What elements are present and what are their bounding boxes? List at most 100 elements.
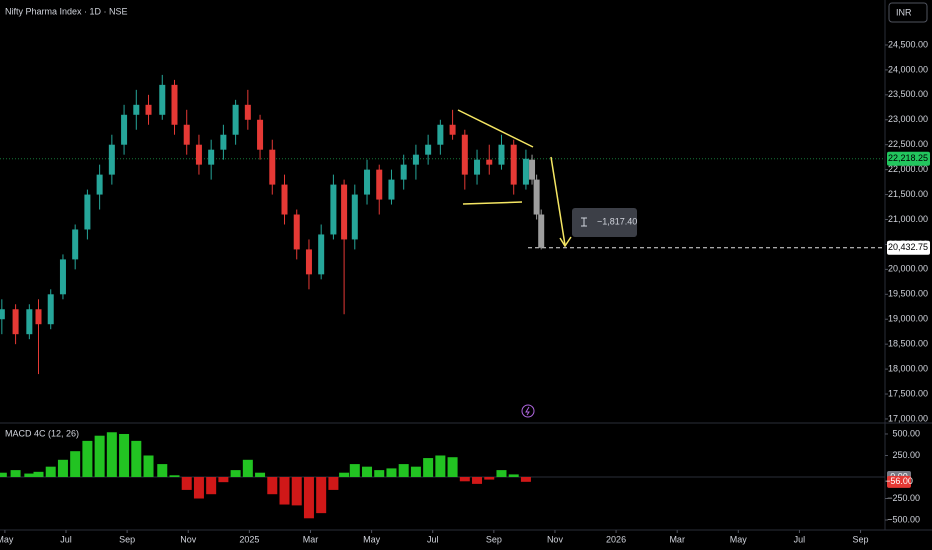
candle-body bbox=[96, 174, 103, 195]
macd-bar bbox=[472, 477, 483, 484]
candle-body bbox=[244, 104, 251, 120]
candle-body bbox=[26, 309, 33, 335]
macd-bar bbox=[70, 451, 81, 477]
candle-body bbox=[364, 169, 371, 195]
candle-body bbox=[341, 184, 348, 240]
target-label-box bbox=[887, 240, 930, 255]
candle-body bbox=[538, 214, 545, 248]
macd-bar bbox=[386, 468, 397, 477]
candle-body bbox=[121, 114, 128, 145]
measure-icon bbox=[581, 217, 587, 227]
y-tick-label: 21,500.00 bbox=[888, 189, 928, 199]
macd-marker-box bbox=[887, 475, 911, 488]
candle-body bbox=[486, 159, 493, 165]
event-icon[interactable] bbox=[521, 404, 535, 418]
macd-bar bbox=[362, 466, 373, 477]
macd-marker-label: −56.00 bbox=[885, 476, 913, 486]
macd-bar bbox=[339, 472, 350, 477]
candle-body bbox=[425, 144, 432, 155]
x-tick-label: Sep bbox=[119, 534, 135, 544]
arrow-line bbox=[550, 156, 566, 246]
trend-line bbox=[457, 109, 534, 148]
y-tick-label: 22,000.00 bbox=[888, 164, 928, 174]
macd-bar bbox=[57, 459, 68, 477]
macd-y-tick-label: 250.00 bbox=[892, 450, 920, 460]
macd-y-tick-label: −250.00 bbox=[887, 493, 920, 503]
event-icon-bolt bbox=[525, 406, 530, 416]
macd-bar bbox=[459, 477, 470, 482]
macd-bar bbox=[484, 477, 495, 480]
macd-bar bbox=[398, 464, 409, 477]
candle-body bbox=[108, 144, 115, 175]
candle-body bbox=[195, 144, 202, 165]
macd-title: MACD 4C (12, 26) bbox=[5, 428, 79, 438]
candle-body bbox=[412, 154, 419, 165]
x-tick-label: Sep bbox=[486, 534, 502, 544]
candle-body bbox=[529, 159, 536, 180]
candle-body bbox=[388, 179, 395, 200]
candle-body bbox=[159, 84, 166, 115]
macd-bar bbox=[374, 470, 385, 477]
drawings bbox=[457, 109, 572, 248]
x-tick-label: Jul bbox=[427, 534, 439, 544]
candle-body bbox=[232, 104, 239, 135]
macd-bar bbox=[447, 457, 458, 477]
y-tick-label: 19,000.00 bbox=[888, 314, 928, 324]
macd-bar bbox=[10, 470, 21, 477]
macd-bar bbox=[119, 433, 130, 477]
macd-bar bbox=[520, 477, 531, 482]
candle-body bbox=[84, 194, 91, 230]
x-tick-label: Nov bbox=[180, 534, 197, 544]
macd-y-tick-label: −500.00 bbox=[887, 514, 920, 524]
macd-bar bbox=[267, 477, 278, 495]
x-tick-label: May bbox=[730, 534, 748, 544]
chart-title: Nifty Pharma Index · 1D · NSE bbox=[5, 6, 128, 16]
target-label: 20,432.75 bbox=[888, 242, 928, 252]
price-label: 22,218.25 bbox=[888, 153, 928, 163]
candle-body bbox=[498, 144, 505, 165]
candle-body bbox=[474, 159, 481, 175]
macd-bar bbox=[328, 477, 339, 490]
macd-bar bbox=[349, 464, 360, 477]
macd-bar bbox=[33, 471, 44, 477]
y-tick-label: 17,000.00 bbox=[888, 413, 928, 423]
y-tick-label: 23,000.00 bbox=[888, 114, 928, 124]
y-tick-label: 19,500.00 bbox=[888, 289, 928, 299]
candle-body bbox=[461, 134, 468, 175]
trend-line bbox=[462, 201, 523, 205]
macd-bar bbox=[435, 455, 446, 477]
y-tick-label: 21,000.00 bbox=[888, 214, 928, 224]
macd-bar bbox=[316, 477, 327, 514]
candle-body bbox=[449, 124, 456, 135]
y-tick-label: 18,000.00 bbox=[888, 363, 928, 373]
candle-body bbox=[376, 169, 383, 200]
y-tick-label: 18,500.00 bbox=[888, 339, 928, 349]
candle-body bbox=[171, 84, 178, 125]
y-tick-label: 24,500.00 bbox=[888, 39, 928, 49]
macd-bar bbox=[230, 470, 241, 477]
macd-bar bbox=[303, 477, 314, 519]
candle-body bbox=[220, 134, 227, 150]
candle-body bbox=[437, 124, 444, 145]
currency-button[interactable] bbox=[888, 2, 928, 23]
x-tick-label: May bbox=[0, 534, 14, 544]
y-tick-label: 24,000.00 bbox=[888, 64, 928, 74]
currency-label[interactable]: INR bbox=[896, 7, 912, 17]
candle-body bbox=[35, 309, 42, 325]
candle-body bbox=[351, 194, 358, 240]
candle-body bbox=[510, 144, 517, 185]
candle-body bbox=[208, 149, 215, 165]
candle-body bbox=[12, 309, 19, 335]
candle-body bbox=[145, 104, 152, 115]
candle-body bbox=[0, 309, 5, 320]
macd-bar bbox=[131, 440, 142, 477]
y-tick-label: 20,000.00 bbox=[888, 264, 928, 274]
measure-label: −1,817.40 bbox=[597, 216, 637, 226]
candle-body bbox=[59, 259, 66, 295]
x-tick-label: Jul bbox=[794, 534, 806, 544]
macd-bar bbox=[82, 440, 93, 477]
candle-body bbox=[133, 104, 140, 115]
candle-body bbox=[47, 294, 54, 325]
macd-bar bbox=[496, 470, 507, 477]
